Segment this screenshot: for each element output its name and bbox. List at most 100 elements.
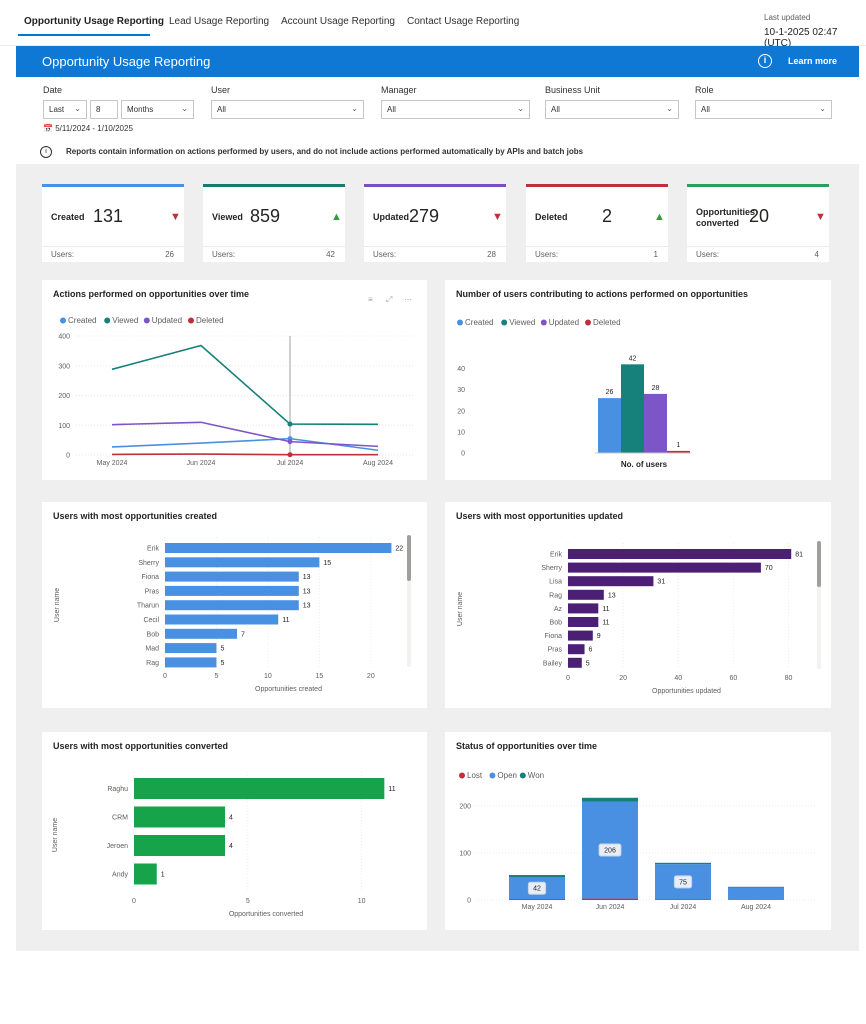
y-tick-label: Raghu [107, 786, 128, 793]
x-tick-label: 60 [729, 675, 737, 682]
chart-title: Users with most opportunities updated [456, 511, 624, 521]
data-label-box [598, 843, 622, 857]
y-tick-label: 100 [58, 423, 70, 430]
bar-viewed [621, 364, 644, 453]
chevron-down-icon: ⌄ [819, 104, 826, 113]
legend-marker [60, 317, 66, 324]
role-filter-value: All [701, 105, 710, 114]
data-label: 70 [765, 565, 773, 572]
tab-contact-usage[interactable]: Contact Usage Reporting [407, 16, 520, 27]
manager-filter-label: Manager [381, 85, 417, 95]
kpi-users-count: 28 [487, 250, 496, 259]
bar [568, 657, 582, 668]
series-line-deleted [111, 453, 378, 456]
panel-users-contributing: Number of users contributing to actions … [445, 280, 831, 480]
legend-entry: Viewed [509, 318, 535, 327]
bar [568, 562, 761, 573]
info-icon[interactable]: i [758, 54, 772, 68]
x-tick-label: 0 [163, 673, 167, 680]
y-tick-label: Erik [147, 546, 160, 553]
y-tick-label: Bob [147, 631, 160, 638]
calendar-icon: 📅 [43, 124, 53, 133]
user-filter-value: All [217, 105, 226, 114]
panel-most-converted: Users with most opportunities converted … [42, 732, 427, 930]
tab-opportunity-usage[interactable]: Opportunity Usage Reporting [24, 16, 164, 27]
y-tick-label: Pras [548, 647, 563, 654]
kpi-users-label: Users: [212, 250, 236, 259]
series-point [287, 452, 293, 458]
data-label: 5 [586, 660, 590, 667]
series-line-updated [111, 421, 379, 448]
chevron-down-icon: ⌄ [351, 104, 358, 113]
kpi-card-opportunities-converted: Opportunities converted 20 ▼ Users: 4 [687, 184, 829, 262]
x-tick-label: 10 [264, 673, 272, 680]
data-label: 9 [597, 633, 601, 640]
date-unit-dropdown[interactable]: Months ⌄ [121, 100, 194, 119]
y-tick-label: Tharun [137, 603, 159, 610]
series-point [287, 421, 293, 427]
data-label: 81 [795, 552, 803, 559]
legend-entry: Updated [152, 316, 182, 325]
kpi-label: Viewed [212, 212, 243, 222]
y-tick-label: Jeroen [107, 843, 129, 850]
data-label: 11 [282, 617, 289, 624]
y-tick-label: Bailey [543, 660, 563, 667]
kpi-value: 2 [602, 206, 613, 226]
chevron-down-icon: ⌄ [666, 104, 673, 113]
date-mode-dropdown[interactable]: Last ⌄ [43, 100, 87, 119]
y-tick-label: Mad [145, 646, 159, 653]
legend-marker [501, 319, 508, 326]
y-tick-label: Rag [549, 592, 562, 599]
filter-icon: ≡ [368, 295, 373, 304]
bar [165, 557, 320, 568]
x-tick-label: 40 [674, 675, 682, 682]
bar [568, 617, 599, 627]
data-label-box [673, 875, 693, 889]
kpi-value: 859 [250, 206, 281, 226]
chevron-down-icon: ⌄ [517, 104, 524, 113]
chevron-down-icon: ⌄ [74, 104, 81, 113]
business-unit-filter-dropdown[interactable]: All ⌄ [545, 100, 679, 119]
data-label: 13 [303, 603, 311, 610]
bar-won [728, 886, 784, 888]
chart-title: Status of opportunities over time [456, 741, 598, 751]
kpi-users-count: 26 [165, 250, 174, 259]
y-tick-label: 30 [457, 387, 465, 394]
chart-title: Users with most opportunities created [53, 511, 218, 521]
bar [165, 543, 392, 553]
y-tick-label: 0 [467, 898, 471, 905]
y-tick-label: Erik [550, 552, 563, 559]
bar [134, 863, 157, 885]
focus-mode-icon: ⤢ [385, 295, 392, 304]
x-axis-title: Opportunities created [255, 686, 322, 693]
data-label-box [527, 881, 547, 895]
business-unit-filter-value: All [551, 105, 560, 114]
kpi-users-label: Users: [51, 250, 75, 259]
legend-marker [459, 772, 465, 779]
kpi-accent-bar [42, 184, 184, 187]
panel-most-updated: Users with most opportunities updated 0 2… [445, 502, 831, 708]
data-label: 1 [161, 872, 165, 879]
learn-more-link[interactable]: Learn more [788, 56, 838, 66]
role-filter-dropdown[interactable]: All ⌄ [695, 100, 832, 119]
trend-up-icon: ▲ [654, 211, 665, 223]
bar [165, 628, 238, 639]
tab-account-usage[interactable]: Account Usage Reporting [281, 16, 395, 27]
tab-lead-usage[interactable]: Lead Usage Reporting [169, 16, 270, 27]
y-tick-label: Sherry [138, 560, 159, 567]
legend-marker [489, 772, 496, 779]
kpi-users-label: Users: [373, 250, 397, 259]
date-range-text: 📅 5/11/2024 - 1/10/2025 [43, 124, 133, 133]
data-label: 6 [589, 647, 593, 654]
bar [165, 585, 299, 596]
y-tick-label: Cecil [143, 617, 159, 624]
data-label: 11 [602, 606, 609, 613]
date-count-input[interactable]: 8 [90, 100, 118, 119]
data-label: 31 [657, 579, 665, 586]
bar-deleted [667, 450, 690, 453]
manager-filter-dropdown[interactable]: All ⌄ [381, 100, 530, 119]
legend-marker [104, 317, 111, 324]
kpi-card-viewed: Viewed 859 ▲ Users: 42 [203, 184, 345, 262]
user-filter-dropdown[interactable]: All ⌄ [211, 100, 364, 119]
kpi-accent-bar [526, 184, 668, 187]
